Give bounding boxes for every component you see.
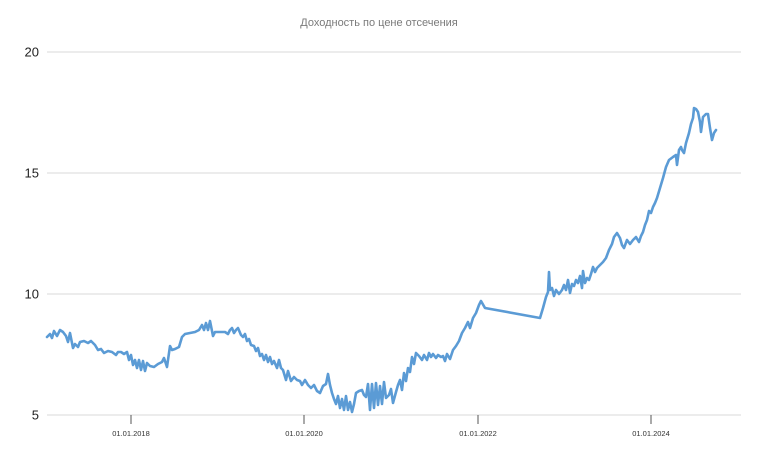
x-tick-label: 01.01.2022 xyxy=(459,429,497,438)
y-tick-label: 15 xyxy=(25,166,39,181)
chart-title: Доходность по цене отсечения xyxy=(300,17,458,29)
y-tick-label: 20 xyxy=(25,45,39,60)
gridlines xyxy=(47,51,741,416)
y-tick-label: 5 xyxy=(32,408,39,423)
x-tick-label: 01.01.2020 xyxy=(285,429,323,438)
yield-line xyxy=(45,106,718,414)
y-axis: 5 10 15 20 xyxy=(25,45,39,423)
x-tick-label: 01.01.2018 xyxy=(112,429,150,438)
x-tick-label: 01.01.2024 xyxy=(632,429,670,438)
x-axis: 01.01.2018 01.01.2020 01.01.2022 01.01.2024 xyxy=(112,415,670,438)
y-tick-label: 10 xyxy=(25,287,39,302)
